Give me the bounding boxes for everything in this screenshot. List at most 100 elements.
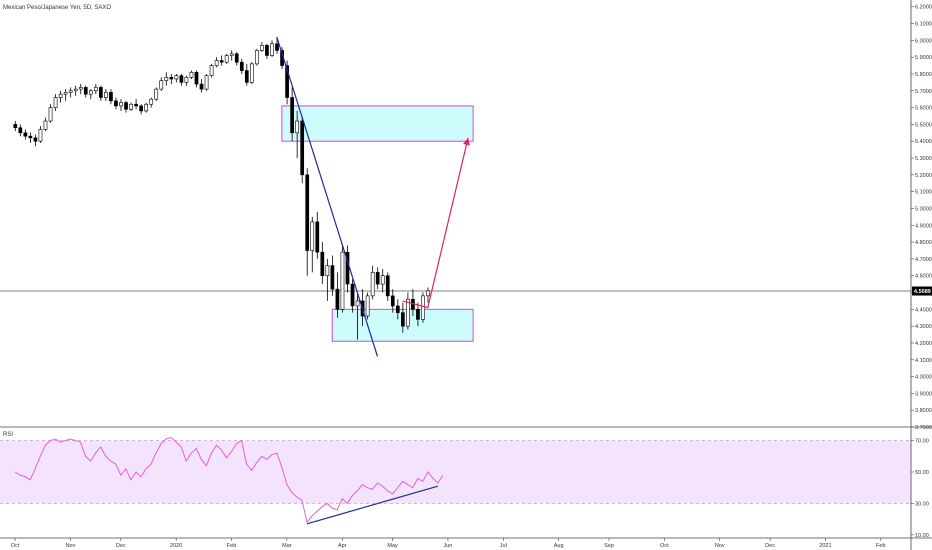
time-tick-label: Feb [876, 543, 885, 549]
candle-body-down [350, 283, 355, 307]
candle [295, 110, 300, 159]
candle-body-up [380, 275, 385, 285]
candle-body-down [179, 75, 184, 83]
candle [53, 94, 58, 111]
candle-body-down [244, 70, 249, 83]
price-tick-label: 3.8000 [915, 408, 932, 414]
candle-body-up [144, 103, 149, 112]
candle [380, 268, 385, 293]
candle-body-down [400, 312, 405, 327]
price-tick-label: 5.1000 [915, 190, 932, 196]
candle-body-down [28, 135, 33, 139]
rsi-tick-label: 10.00 [915, 533, 929, 539]
candle [58, 90, 63, 103]
candle [164, 72, 169, 86]
current-price-badge [912, 286, 932, 296]
candle [315, 211, 320, 259]
candle-body-up [310, 221, 315, 251]
candle-body-up [48, 107, 53, 122]
price-tick-label: 5.0000 [915, 206, 932, 212]
rsi-trendline [306, 485, 439, 525]
candle-body-down [416, 309, 420, 320]
candle-body-up [229, 53, 234, 56]
price-pane[interactable] [0, 36, 911, 357]
candle-body-up [184, 77, 189, 83]
candle [13, 121, 18, 132]
price-tick-label: 5.9000 [915, 55, 932, 61]
candle [234, 52, 239, 66]
candle-body-up [149, 98, 154, 105]
price-tick-label: 4.9000 [915, 223, 932, 229]
candle [68, 87, 73, 98]
candle [104, 89, 108, 101]
candle [93, 84, 98, 95]
candle-body-up [426, 290, 430, 297]
rsi-pane[interactable] [0, 436, 911, 525]
candle [23, 129, 28, 140]
candle [219, 55, 224, 66]
candle [260, 42, 264, 53]
candle-body-down [194, 71, 199, 85]
time-tick-label: Feb [227, 543, 236, 549]
price-tick-label: 4.8000 [915, 240, 932, 246]
candle-body-up [340, 251, 345, 310]
candle [305, 168, 310, 276]
candle-body-up [88, 90, 93, 95]
candle [129, 102, 133, 111]
price-tick-label: 5.4000 [915, 139, 932, 145]
candle-body-down [169, 77, 174, 80]
time-tick-label: Nov [715, 543, 725, 549]
time-tick-label: Dec [765, 543, 775, 549]
candle [159, 77, 164, 91]
candle [214, 57, 219, 68]
candle [239, 58, 244, 74]
price-tick-label: 3.7000 [915, 425, 932, 431]
candle-body-up [154, 88, 159, 100]
candle [325, 258, 330, 301]
candle-body-up [189, 71, 194, 78]
time-tick-label: Nov [66, 543, 76, 549]
candle-body-up [260, 45, 264, 51]
candle [204, 73, 209, 91]
candle-body-down [285, 65, 289, 98]
candle [395, 299, 400, 320]
candle-body-up [295, 120, 300, 134]
candle-body-down [330, 265, 335, 290]
candle-body-up [255, 50, 259, 65]
candle [340, 245, 345, 313]
candle [28, 132, 33, 143]
candle-body-up [365, 295, 370, 317]
candle-body-up [174, 75, 179, 80]
candle [265, 43, 269, 59]
candle-body-down [114, 100, 118, 107]
price-tick-label: 4.6000 [915, 274, 932, 280]
candle-body-down [275, 43, 279, 51]
candle-body-up [93, 87, 98, 92]
rsi-tick-label: 50.00 [915, 470, 929, 476]
candle-body-up [325, 265, 330, 277]
projection-arrow [402, 137, 469, 309]
price-tick-label: 5.5000 [915, 122, 932, 128]
time-tick-label: Sep [604, 543, 614, 549]
candle-body-down [385, 275, 390, 297]
price-tick-label: 5.8000 [915, 72, 932, 78]
price-tick-label: 4.0000 [915, 375, 932, 381]
time-tick-label: Mar [282, 543, 292, 549]
candle-body-down [33, 137, 38, 142]
candle-body-up [53, 97, 58, 108]
time-tick-label: Jun [444, 543, 453, 549]
rsi-tick-label: 70.00 [915, 439, 929, 445]
candle-body-down [335, 288, 340, 310]
candle [244, 63, 249, 86]
candle-body-down [239, 61, 244, 71]
candle [43, 117, 48, 132]
price-tick-label: 6.0000 [915, 38, 932, 44]
candle [249, 62, 254, 85]
time-tick-label: Aug [554, 543, 564, 549]
candle [78, 84, 83, 95]
candle-body-down [134, 103, 138, 107]
candle-body-down [320, 251, 325, 277]
candle-body-up [68, 90, 73, 93]
candle-body-down [109, 92, 113, 102]
